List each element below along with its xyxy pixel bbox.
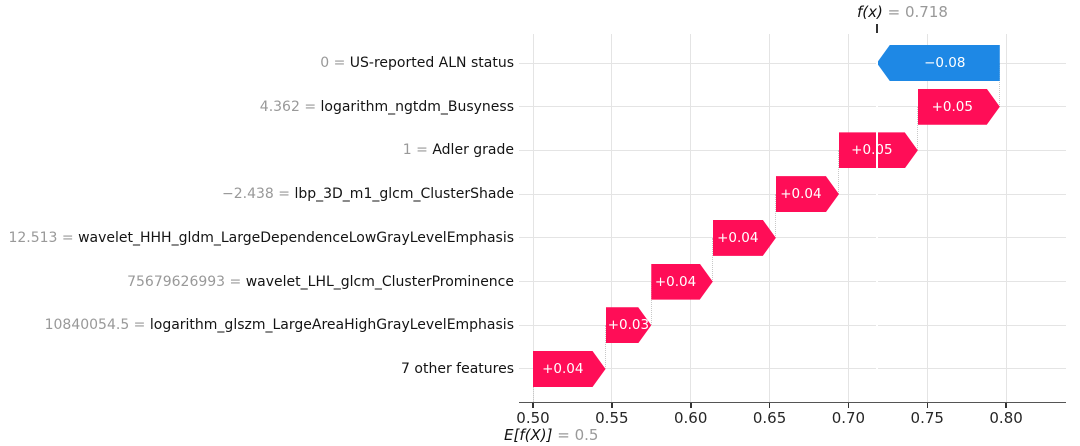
connector-line <box>775 194 777 238</box>
feature-name: 7 other features <box>401 360 514 377</box>
x-tick-label: 0.60 <box>673 409 708 427</box>
gridline-h <box>519 324 1066 326</box>
gridline-v <box>926 34 928 402</box>
gridline-v <box>690 34 692 402</box>
expected-value-number: = 0.5 <box>557 426 599 444</box>
shap-arrow: +0.05 <box>839 132 918 168</box>
feature-name: US-reported ALN status <box>349 55 514 71</box>
feature-name: logarithm_ngtdm_Busyness <box>320 98 514 115</box>
fx-label: f(x) <box>857 3 883 21</box>
fx-annotation: f(x) = 0.718 <box>857 3 948 21</box>
shap-arrow: −0.08 <box>876 45 1000 81</box>
gridline-v <box>847 34 849 402</box>
connector-line <box>650 281 652 326</box>
expected-value-annotation: E[f(X)] = 0.5 <box>504 426 598 444</box>
shap-arrow: +0.04 <box>651 264 713 300</box>
feature-name: wavelet_LHL_glcm_ClusterProminence <box>245 273 514 290</box>
feature-value: 1 = <box>402 142 433 159</box>
feature-name: wavelet_HHH_gldm_LargeDependenceLowGrayL… <box>78 229 514 246</box>
expected-value-label: E[f(X)] <box>504 426 553 444</box>
x-tick <box>690 402 692 408</box>
x-tick <box>768 402 771 408</box>
shap-arrow: +0.03 <box>606 307 652 343</box>
feature-label: 4.362 = logarithm_ngtdm_Busyness <box>260 96 514 118</box>
arrow-value-label: +0.04 <box>654 273 697 290</box>
feature-label: −2.438 = lbp_3D_m1_glcm_ClusterShade <box>222 183 514 205</box>
gridline-h <box>519 368 1066 370</box>
gridline-v <box>532 34 534 402</box>
gridline-h <box>519 149 1066 151</box>
arrow-value-label: +0.04 <box>717 229 759 246</box>
x-tick-label: 0.50 <box>516 409 550 427</box>
x-tick <box>926 402 929 408</box>
connector-line <box>838 150 840 195</box>
x-tick <box>1005 402 1007 408</box>
connector-line <box>605 325 607 369</box>
feature-label: 75679626993 = wavelet_LHL_glcm_ClusterPr… <box>127 271 514 293</box>
fx-reference-line <box>875 34 878 402</box>
fx-tick <box>875 24 878 33</box>
gridline-h <box>519 237 1066 239</box>
feature-value: 0 = <box>320 55 350 71</box>
x-tick <box>847 402 850 408</box>
feature-name: lbp_3D_m1_glcm_ClusterShade <box>294 186 514 203</box>
arrow-value-label: −0.08 <box>924 55 966 71</box>
feature-value: 12.513 = <box>8 229 79 246</box>
shap-arrow: +0.04 <box>533 351 606 387</box>
feature-label: 10840054.5 = logarithm_glszm_LargeAreaHi… <box>45 314 514 336</box>
feature-label: 12.513 = wavelet_HHH_gldm_LargeDependenc… <box>8 227 514 249</box>
feature-value: 75679626993 = <box>127 273 246 290</box>
feature-label: 1 = Adler grade <box>403 139 514 161</box>
feature-name: Adler grade <box>432 142 514 159</box>
gridline-v <box>1005 34 1007 402</box>
gridline-h <box>519 106 1066 108</box>
shap-arrow: +0.05 <box>918 89 1000 125</box>
arrow-value-label: +0.05 <box>851 142 893 159</box>
connector-line <box>999 63 1001 107</box>
feature-value: 10840054.5 = <box>44 317 150 334</box>
x-axis-line <box>519 402 1066 404</box>
x-tick-label: 0.75 <box>910 409 944 427</box>
x-tick <box>532 402 534 408</box>
x-tick-label: 0.70 <box>831 409 866 427</box>
shap-arrow: +0.04 <box>776 176 839 212</box>
x-tick-label: 0.80 <box>989 409 1023 427</box>
gridline-h <box>519 281 1066 283</box>
gridline-v <box>769 34 771 402</box>
shap-arrow: +0.04 <box>713 220 776 256</box>
feature-label: 7 other features <box>401 358 514 380</box>
arrow-value-label: +0.03 <box>607 317 650 334</box>
gridline-v <box>611 34 613 402</box>
x-tick <box>611 402 613 408</box>
connector-line <box>917 106 919 151</box>
feature-value: −2.438 = <box>222 186 295 203</box>
x-tick-label: 0.55 <box>595 409 629 427</box>
gridline-h <box>519 62 1066 64</box>
arrow-value-label: +0.04 <box>780 186 822 203</box>
arrow-value-label: +0.05 <box>931 98 973 115</box>
arrow-value-label: +0.04 <box>542 360 584 377</box>
feature-label: 0 = US-reported ALN status <box>320 52 514 74</box>
feature-value: 4.362 = <box>259 98 321 115</box>
x-tick-label: 0.65 <box>752 409 787 427</box>
connector-line <box>712 237 714 282</box>
fx-value: = 0.718 <box>887 3 948 21</box>
feature-name: logarithm_glszm_LargeAreaHighGrayLevelEm… <box>149 317 514 334</box>
